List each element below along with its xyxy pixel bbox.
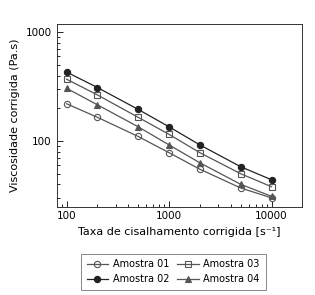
Amostra 02 <box>136 108 140 111</box>
Amostra 04 <box>65 86 69 90</box>
Amostra 01 <box>95 116 99 119</box>
Amostra 01 <box>136 135 140 138</box>
Amostra 01 <box>65 102 69 106</box>
Amostra 02 <box>239 165 243 168</box>
Amostra 01 <box>198 168 202 171</box>
Amostra 01 <box>239 186 243 190</box>
Amostra 01 <box>167 151 171 155</box>
Amostra 02 <box>65 70 69 74</box>
Amostra 03 <box>167 133 171 136</box>
Line: Amostra 01: Amostra 01 <box>64 101 275 201</box>
Line: Amostra 02: Amostra 02 <box>64 69 275 183</box>
Amostra 01 <box>270 196 273 200</box>
Amostra 04 <box>167 143 171 147</box>
Amostra 02 <box>167 125 171 129</box>
Amostra 04 <box>136 125 140 129</box>
X-axis label: Taxa de cisalhamento corrigida [s⁻¹]: Taxa de cisalhamento corrigida [s⁻¹] <box>78 227 281 237</box>
Line: Amostra 04: Amostra 04 <box>64 85 275 199</box>
Y-axis label: Viscosidade corrigida (Pa.s): Viscosidade corrigida (Pa.s) <box>10 38 20 192</box>
Amostra 04 <box>270 195 273 198</box>
Amostra 04 <box>95 103 99 106</box>
Amostra 03 <box>270 185 273 189</box>
Amostra 02 <box>198 143 202 147</box>
Amostra 03 <box>239 172 243 176</box>
Amostra 02 <box>270 178 273 181</box>
Line: Amostra 03: Amostra 03 <box>64 76 275 190</box>
Amostra 03 <box>198 151 202 155</box>
Amostra 03 <box>136 116 140 119</box>
Amostra 02 <box>95 86 99 89</box>
Amostra 04 <box>239 183 243 186</box>
Legend: Amostra 01, Amostra 02, Amostra 03, Amostra 04: Amostra 01, Amostra 02, Amostra 03, Amos… <box>81 254 266 290</box>
Amostra 03 <box>95 93 99 97</box>
Amostra 04 <box>198 161 202 165</box>
Amostra 03 <box>65 77 69 81</box>
